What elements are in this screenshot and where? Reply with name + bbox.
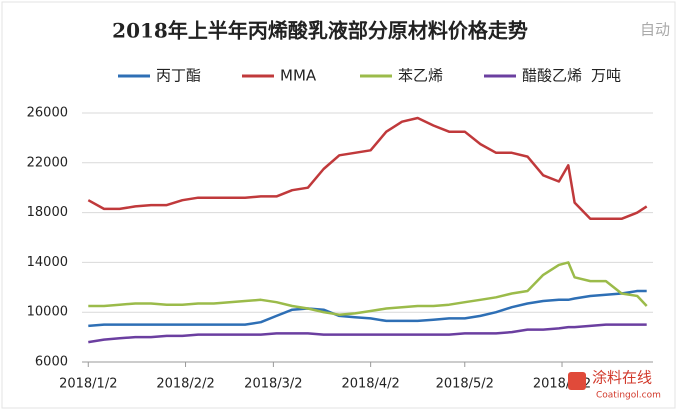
series-line <box>88 323 647 344</box>
watermark: 自动 <box>640 21 670 39</box>
legend-label: MMA <box>280 67 317 85</box>
series-line <box>88 289 647 328</box>
y-tick-label: 22000 <box>27 155 68 170</box>
legend-label: 苯乙烯 <box>398 67 443 85</box>
series-line <box>88 261 648 316</box>
chart-title: 2018年上半年丙烯酸乳液部分原材料价格走势 <box>112 19 528 43</box>
brand: 涂料在线 <box>592 369 652 387</box>
x-tick-label: 2018/2/2 <box>156 377 214 392</box>
y-tick-label: 14000 <box>27 255 68 270</box>
legend-label: 醋酸乙烯 <box>522 67 582 85</box>
y-tick-label: 26000 <box>27 106 68 121</box>
brand-url: Coatingol.com <box>596 391 661 401</box>
x-tick-label: 2018/5/2 <box>436 377 494 392</box>
legend-label: 丙丁酯 <box>156 67 201 85</box>
y-tick-label: 18000 <box>27 205 68 220</box>
y-tick-label: 10000 <box>27 305 68 320</box>
x-tick-label: 2018/4/2 <box>341 377 399 392</box>
unit-label: 万吨 <box>591 67 621 85</box>
brand-logo <box>568 372 586 390</box>
x-tick-label: 2018/1/2 <box>59 377 117 392</box>
y-tick-label: 6000 <box>35 355 68 370</box>
x-tick-label: 2018/3/2 <box>244 377 302 392</box>
series-line <box>87 116 648 221</box>
